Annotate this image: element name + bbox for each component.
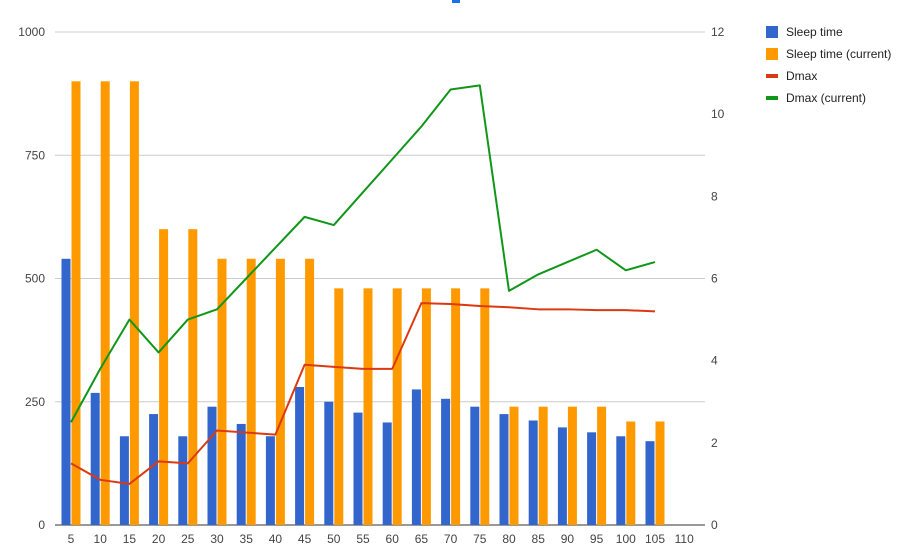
y-right-tick-label: 0: [711, 518, 718, 532]
bar-sleep-time-current: [334, 288, 344, 525]
bar-sleep-time-current: [217, 258, 227, 525]
bar-sleep-time-current: [305, 258, 315, 525]
bar-sleep-time-current: [421, 288, 431, 525]
x-tick-label: 100: [616, 532, 636, 546]
legend-swatch: [766, 48, 778, 60]
y-right-tick-label: 8: [711, 189, 718, 203]
bar-sleep-time: [382, 422, 392, 525]
legend-label: Dmax: [786, 69, 817, 83]
y-left-tick-label: 750: [25, 148, 45, 162]
bar-sleep-time: [470, 406, 480, 525]
x-tick-label: 35: [240, 532, 254, 546]
bar-sleep-time: [295, 386, 305, 525]
x-tick-label: 105: [645, 532, 665, 546]
title-accent-mark: [452, 0, 460, 3]
x-tick-label: 15: [123, 532, 137, 546]
bar-sleep-time: [324, 401, 334, 525]
legend-swatch: [766, 74, 778, 78]
bar-sleep-time: [149, 414, 159, 525]
legend-label: Sleep time (current): [786, 47, 891, 61]
y-left-tick-label: 500: [25, 272, 45, 286]
bar-sleep-time: [61, 258, 71, 525]
x-tick-label: 5: [68, 532, 75, 546]
bar-sleep-time: [265, 436, 275, 525]
bar-sleep-time-current: [597, 406, 607, 525]
bar-sleep-time-current: [71, 81, 81, 526]
line-dmax-current: [70, 84, 656, 423]
bar-sleep-time-current: [538, 406, 548, 525]
bar-sleep-time: [207, 406, 217, 525]
bar-sleep-time: [528, 420, 538, 525]
y-right-tick-label: 10: [711, 107, 725, 121]
x-tick-label: 75: [473, 532, 487, 546]
x-tick-label: 85: [532, 532, 546, 546]
x-tick-label: 40: [269, 532, 283, 546]
bar-sleep-time-current: [100, 81, 110, 526]
bar-sleep-time-current: [626, 421, 636, 525]
bar-sleep-time: [236, 423, 246, 525]
bar-sleep-time-current: [159, 229, 169, 525]
axis-labels: 0 250 500 750 1000 0 2 4 6 8 10 12 5 10 15 20 25 30 35 40 45…: [18, 25, 724, 546]
legend[interactable]: Sleep time Sleep time (current) Dmax Dmax (…: [766, 25, 891, 105]
x-tick-label: 70: [444, 532, 458, 546]
x-tick-label: 30: [210, 532, 224, 546]
bar-sleep-time: [353, 412, 363, 525]
bar-sleep-time-current: [392, 288, 402, 525]
bar-sleep-time-current: [129, 81, 139, 526]
x-tick-label: 95: [590, 532, 604, 546]
bar-marks: [61, 81, 665, 526]
bar-sleep-time: [441, 398, 451, 525]
bar-sleep-time-current: [363, 288, 373, 525]
bar-sleep-time-current: [480, 288, 490, 525]
bar-sleep-time: [499, 414, 509, 525]
legend-label: Dmax (current): [786, 91, 866, 105]
y-right-tick-label: 4: [711, 354, 718, 368]
bar-sleep-time-current: [275, 258, 285, 525]
legend-swatch: [766, 26, 778, 38]
bar-sleep-time-current: [509, 406, 519, 525]
x-tick-label: 10: [94, 532, 108, 546]
bar-sleep-time-current: [246, 258, 256, 525]
x-tick-label: 90: [561, 532, 575, 546]
x-tick-label: 20: [152, 532, 166, 546]
y-right-tick-label: 2: [711, 436, 718, 450]
bar-sleep-time: [90, 392, 100, 525]
x-tick-label: 45: [298, 532, 312, 546]
line-marks: [70, 84, 656, 485]
x-tick-label: 25: [181, 532, 195, 546]
bar-sleep-time-current: [655, 421, 665, 525]
legend-swatch: [766, 96, 778, 100]
y-right-tick-label: 6: [711, 272, 718, 286]
x-tick-label: 60: [386, 532, 400, 546]
legend-label: Sleep time: [786, 25, 843, 39]
bar-sleep-time: [557, 427, 567, 525]
y-left-tick-label: 250: [25, 395, 45, 409]
bar-sleep-time: [645, 441, 655, 525]
x-tick-label: 50: [327, 532, 341, 546]
bar-sleep-time: [616, 436, 626, 525]
bar-sleep-time: [587, 432, 597, 525]
y-right-tick-label: 12: [711, 25, 725, 39]
y-left-tick-label: 1000: [18, 25, 45, 39]
x-tick-label: 80: [502, 532, 516, 546]
bar-sleep-time: [119, 436, 129, 525]
x-tick-label: 65: [415, 532, 429, 546]
bar-sleep-time-current: [567, 406, 577, 525]
x-tick-label: 110: [675, 532, 694, 546]
bar-sleep-time-current: [188, 229, 198, 525]
y-left-tick-label: 0: [38, 518, 45, 532]
bar-sleep-time-current: [451, 288, 461, 525]
bar-sleep-time: [178, 436, 188, 525]
bar-sleep-time: [411, 389, 421, 525]
x-tick-label: 55: [356, 532, 370, 546]
line-dmax: [70, 302, 656, 485]
